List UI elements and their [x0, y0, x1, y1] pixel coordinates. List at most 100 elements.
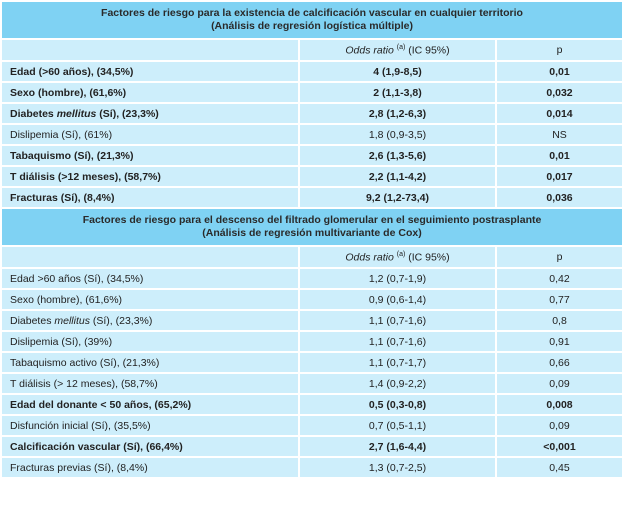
table-row: Calcificación vascular (Sí), (66,4%) 2,7 …: [0, 435, 622, 458]
section-title: Factores de riesgo para el descenso del …: [0, 207, 622, 247]
factor-label: Diabetes: [10, 107, 57, 120]
section-title-line2: (Análisis de regresión multivariante de …: [202, 227, 422, 239]
factor-cell: Disfunción inicial (Sí), (35,5%): [0, 414, 300, 437]
odds-ratio-cell: 2,6 (1,3-5,6): [298, 144, 497, 167]
factor-cell: Tabaquismo (Sí), (21,3%): [0, 144, 300, 167]
odds-ratio-cell: 0,7 (0,5-1,1): [298, 414, 497, 437]
p-value-cell: 0,09: [494, 372, 622, 395]
column-header-odds-ratio: Odds ratio (a) (IC 95%): [298, 38, 497, 62]
factor-label: T diálisis (> 12 meses), (58,7%): [10, 377, 158, 390]
table-row: Diabetes mellitus (Sí), (23,3%) 2,8 (1,2-…: [0, 102, 622, 125]
factor-cell: Fracturas (Sí), (8,4%): [0, 186, 300, 209]
odds-ratio-cell: 1,4 (0,9-2,2): [298, 372, 497, 395]
odds-ratio-cell: 1,3 (0,7-2,5): [298, 456, 497, 479]
odds-ratio-cell: 4 (1,9-8,5): [298, 60, 497, 83]
factor-cell: T diálisis (> 12 meses), (58,7%): [0, 372, 300, 395]
factor-label: Sexo (hombre), (61,6%): [10, 86, 127, 99]
factor-label: Dislipemia (Sí), (61%): [10, 128, 113, 141]
factor-cell: T diálisis (>12 meses), (58,7%): [0, 165, 300, 188]
factor-label: Edad del donante < 50 años, (65,2%): [10, 398, 192, 411]
table-row: Tabaquismo (Sí), (21,3%) 2,6 (1,3-5,6) 0,0…: [0, 144, 622, 167]
odds-ratio-cell: 9,2 (1,2-73,4): [298, 186, 497, 209]
p-value-cell: 0,017: [494, 165, 622, 188]
column-header-p: p: [494, 38, 622, 62]
footnote-marker: (a): [396, 43, 406, 51]
odds-ratio-cell: 0,9 (0,6-1,4): [298, 288, 497, 311]
table-row: Edad del donante < 50 años, (65,2%) 0,5 (…: [0, 393, 622, 416]
factor-cell: Tabaquismo activo (Sí), (21,3%): [0, 351, 300, 374]
factor-label: Calcificación vascular (Sí), (66,4%): [10, 440, 183, 453]
factor-label: Fracturas (Sí), (8,4%): [10, 191, 115, 204]
odds-ratio-cell: 1,1 (0,7-1,6): [298, 309, 497, 332]
column-header-odds-ratio: Odds ratio (a) (IC 95%): [298, 245, 497, 269]
section-title-line1: Factores de riesgo para el descenso del …: [82, 214, 542, 226]
section-title-row: Factores de riesgo para el descenso del …: [0, 207, 622, 247]
p-value-cell: 0,008: [494, 393, 622, 416]
factor-cell: Edad del donante < 50 años, (65,2%): [0, 393, 300, 416]
p-value-cell: <0,001: [494, 435, 622, 458]
factor-label: Dislipemia (Sí), (39%): [10, 335, 113, 348]
p-value-cell: 0,09: [494, 414, 622, 437]
factor-label: Diabetes: [10, 314, 55, 327]
table-row: Tabaquismo activo (Sí), (21,3%) 1,1 (0,7-…: [0, 351, 622, 374]
section-title-line2: (Análisis de regresión logística múltipl…: [211, 20, 413, 32]
factor-label-italic: mellitus: [54, 314, 90, 327]
odds-ratio-label: Odds ratio: [345, 251, 394, 264]
table-row: T diálisis (>12 meses), (58,7%) 2,2 (1,1-…: [0, 165, 622, 188]
ci-label: (IC 95%): [405, 44, 450, 57]
table-row: Disfunción inicial (Sí), (35,5%) 0,7 (0,5…: [0, 414, 622, 437]
table-row: Edad >60 años (Sí), (34,5%) 1,2 (0,7-1,9)…: [0, 267, 622, 290]
factor-label: T diálisis (>12 meses), (58,7%): [10, 170, 161, 183]
column-header-factor: [0, 38, 300, 62]
odds-ratio-cell: 0,5 (0,3-0,8): [298, 393, 497, 416]
factor-label: Tabaquismo activo (Sí), (21,3%): [10, 356, 160, 369]
factor-cell: Fracturas previas (Sí), (8,4%): [0, 456, 300, 479]
column-header-factor: [0, 245, 300, 269]
odds-ratio-cell: 1,1 (0,7-1,7): [298, 351, 497, 374]
factor-cell: Edad >60 años (Sí), (34,5%): [0, 267, 300, 290]
p-value-cell: 0,66: [494, 351, 622, 374]
odds-ratio-cell: 2,8 (1,2-6,3): [298, 102, 497, 125]
factor-cell: Calcificación vascular (Sí), (66,4%): [0, 435, 300, 458]
table-row: Diabetes mellitus (Sí), (23,3%) 1,1 (0,7-…: [0, 309, 622, 332]
odds-ratio-cell: 1,1 (0,7-1,6): [298, 330, 497, 353]
factor-label: Sexo (hombre), (61,6%): [10, 293, 123, 306]
column-header-row: Odds ratio (a) (IC 95%) p: [0, 38, 622, 62]
odds-ratio-cell: 1,8 (0,9-3,5): [298, 123, 497, 146]
p-value-cell: 0,01: [494, 144, 622, 167]
p-value-cell: 0,77: [494, 288, 622, 311]
section-title-row: Factores de riesgo para la existencia de…: [0, 0, 622, 40]
table-row: Fracturas previas (Sí), (8,4%) 1,3 (0,7-2…: [0, 456, 622, 479]
factor-cell: Dislipemia (Sí), (61%): [0, 123, 300, 146]
section-title: Factores de riesgo para la existencia de…: [0, 0, 622, 40]
p-value-cell: 0,45: [494, 456, 622, 479]
ci-label: (IC 95%): [405, 251, 450, 264]
column-header-p: p: [494, 245, 622, 269]
factor-label-suffix: (Sí), (23,3%): [96, 107, 159, 120]
factor-label-suffix: (Sí), (23,3%): [89, 314, 153, 327]
odds-ratio-cell: 1,2 (0,7-1,9): [298, 267, 497, 290]
odds-ratio-cell: 2,2 (1,1-4,2): [298, 165, 497, 188]
table-row: T diálisis (> 12 meses), (58,7%) 1,4 (0,9…: [0, 372, 622, 395]
risk-factors-table: Factores de riesgo para la existencia de…: [0, 0, 622, 479]
factor-cell: Sexo (hombre), (61,6%): [0, 288, 300, 311]
p-value-cell: 0,036: [494, 186, 622, 209]
table-row: Sexo (hombre), (61,6%) 0,9 (0,6-1,4) 0,77: [0, 288, 622, 311]
factor-cell: Edad (>60 años), (34,5%): [0, 60, 300, 83]
table-row: Dislipemia (Sí), (61%) 1,8 (0,9-3,5) NS: [0, 123, 622, 146]
p-value-cell: 0,91: [494, 330, 622, 353]
table-row: Edad (>60 años), (34,5%) 4 (1,9-8,5) 0,01: [0, 60, 622, 83]
table-row: Dislipemia (Sí), (39%) 1,1 (0,7-1,6) 0,91: [0, 330, 622, 353]
odds-ratio-cell: 2 (1,1-3,8): [298, 81, 497, 104]
footnote-marker: (a): [396, 250, 406, 258]
factor-cell: Dislipemia (Sí), (39%): [0, 330, 300, 353]
factor-cell: Sexo (hombre), (61,6%): [0, 81, 300, 104]
odds-ratio-label: Odds ratio: [345, 44, 394, 57]
factor-cell: Diabetes mellitus (Sí), (23,3%): [0, 102, 300, 125]
factor-cell: Diabetes mellitus (Sí), (23,3%): [0, 309, 300, 332]
odds-ratio-cell: 2,7 (1,6-4,4): [298, 435, 497, 458]
column-header-row: Odds ratio (a) (IC 95%) p: [0, 245, 622, 269]
factor-label-italic: mellitus: [56, 107, 97, 120]
factor-label: Fracturas previas (Sí), (8,4%): [10, 461, 148, 474]
factor-label: Disfunción inicial (Sí), (35,5%): [10, 419, 151, 432]
